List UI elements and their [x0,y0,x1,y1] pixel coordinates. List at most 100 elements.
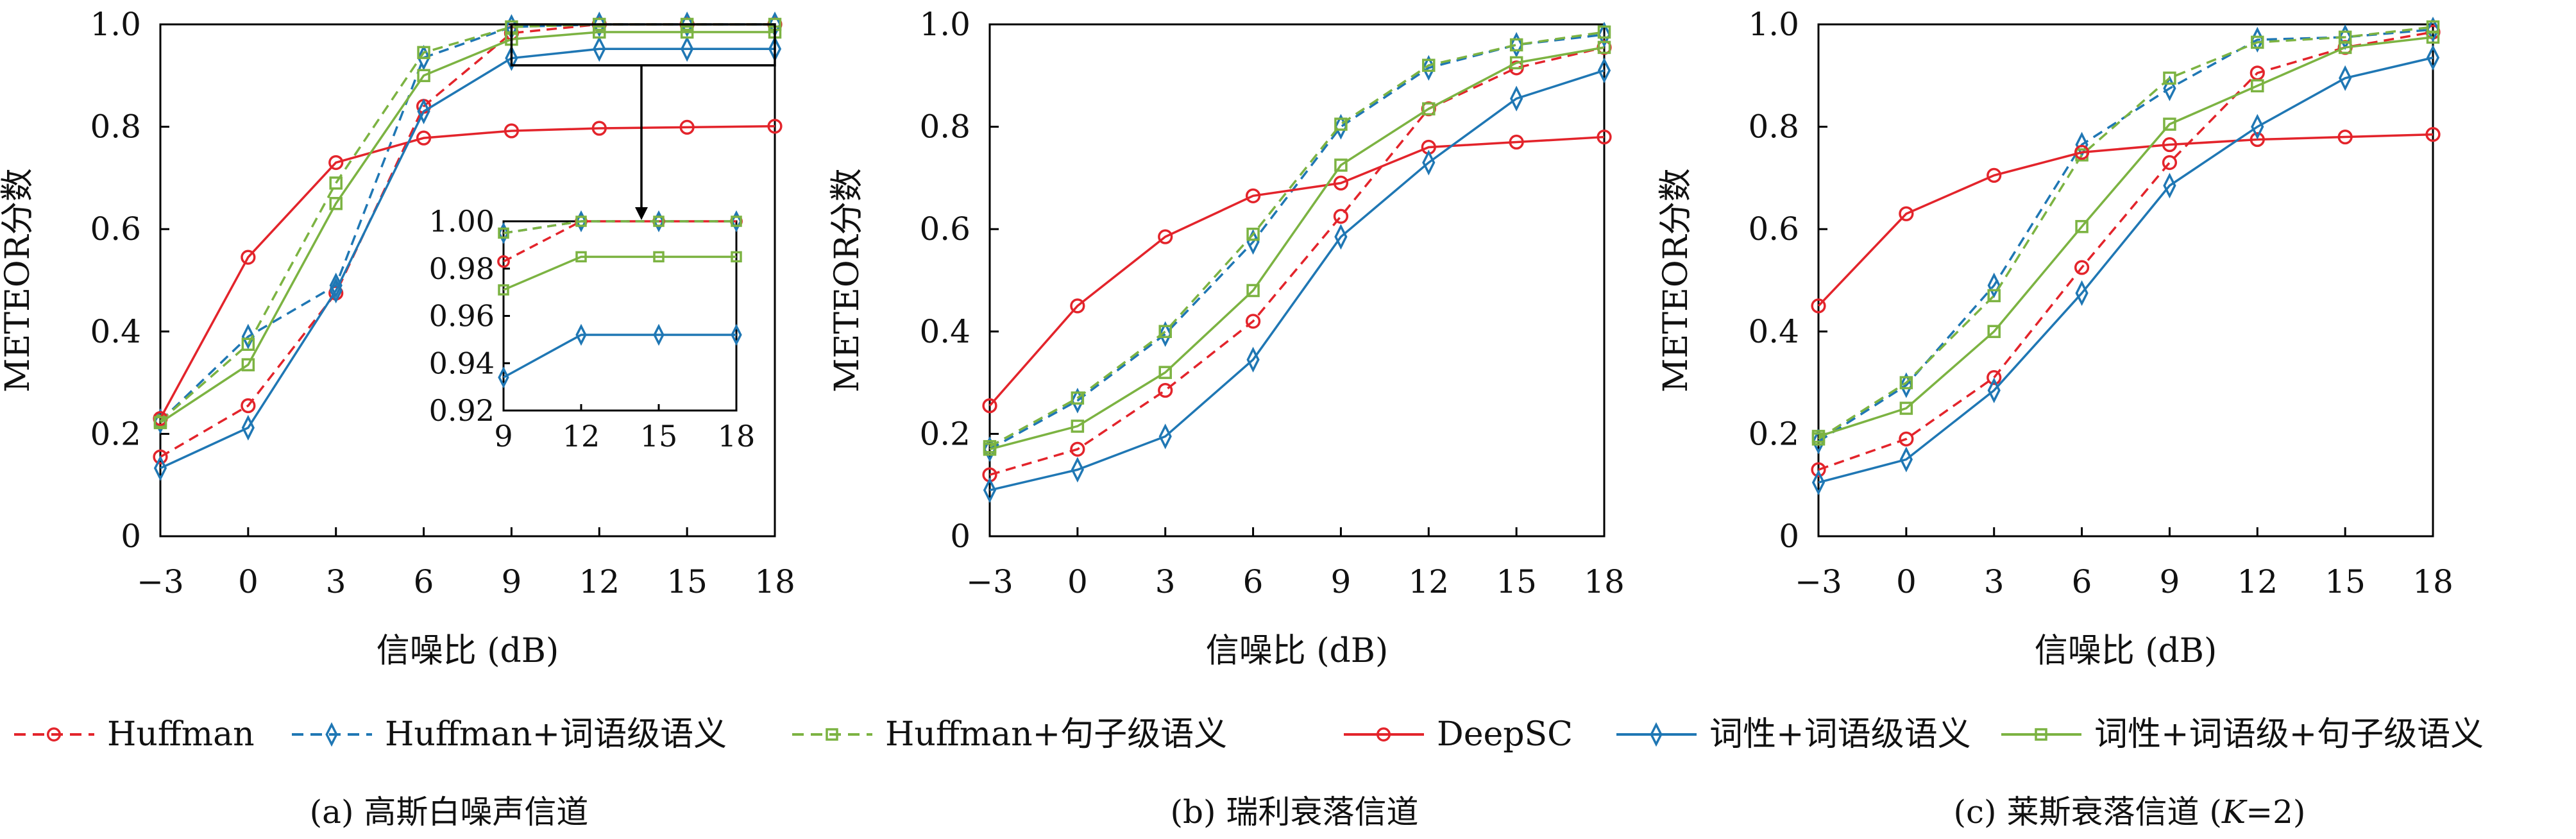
inset-point-pos-word-sent [498,284,509,296]
x-tick-label: 6 [1243,563,1264,600]
point-deepsc [328,155,344,171]
series-line-huffman-word [989,33,1605,450]
point-deepsc [1987,167,2002,183]
panel-b-caption: (b) 瑞利衰落信道 [1171,793,1419,831]
inset-point-huffman-sent [731,216,742,227]
panel-c-caption-tail: =2) [2246,793,2305,831]
inset-point-huffman-sent [498,227,509,239]
point-pos-word-sent [329,197,343,210]
inset-x-tick-label: 18 [718,419,756,453]
point-pos-word-sent [2251,79,2264,93]
inset-y-tick-label: 0.92 [429,393,495,428]
x-tick-label: 12 [579,563,620,600]
point-huffman [1899,431,1914,446]
point-pos-word [1597,57,1611,83]
inset-frame [502,220,738,412]
inset-point-pos-word [731,323,742,346]
point-pos-word-sent [1422,102,1436,115]
point-huffman-sent [1987,289,2001,303]
inset-x-tick-label: 15 [640,419,678,453]
series-line-pos-word [989,69,1605,491]
point-huffman-sent [1071,391,1085,405]
y-tick-label: 1.0 [1748,6,1799,43]
point-pos-word [329,277,343,303]
point-huffman [1245,314,1261,329]
point-deepsc [1899,206,1914,221]
x-tick-label: 12 [2237,563,2278,600]
legend: Huffman Huffman+词语级语义 Huffman+句子级语义 DeepSC 词… [14,715,2484,754]
point-pos-word [983,477,997,504]
series-line-pos-word [1818,56,2434,484]
point-huffman-word [1597,21,1611,47]
inset-point-huffman-word [731,210,742,233]
x-tick-label: 0 [238,563,258,600]
point-huffman-sent [1246,227,1260,241]
panel-a-caption: (a) 高斯白噪声信道 [310,793,589,831]
inset-y-tick-label: 0.98 [429,251,495,286]
point-deepsc [982,398,997,414]
legend-label-huffman-word: Huffman+词语级语义 [385,715,727,754]
y-tick-label: 0 [950,518,970,555]
point-huffman-word [2163,75,2176,101]
y-tick-label: 0 [1779,518,1799,555]
x-tick-label: 15 [1496,563,1537,600]
point-huffman-word [1510,31,1523,58]
point-huffman-word [1071,387,1084,414]
point-pos-word-sent [2075,219,2089,233]
y-tick-label: 0.2 [1748,415,1799,452]
point-deepsc [504,123,520,139]
point-deepsc [1509,134,1524,150]
y-tick-label: 0.6 [1748,210,1799,248]
y-tick-label: 0.8 [1748,108,1799,146]
x-tick-label: 15 [666,563,708,600]
point-pos-word [153,455,167,481]
point-pos-word-sent [1071,419,1085,433]
legend-label-deepsc: DeepSC [1437,715,1573,754]
inset-point-pos-word [575,323,587,346]
x-axis-label: 信噪比 (dB) [1206,632,1389,670]
point-pos-word-sent [2163,117,2176,131]
point-huffman-sent [241,337,255,351]
point-huffman-word [1158,321,1172,347]
plot-frame [159,23,776,538]
y-axis-label: METEOR分数 [1657,168,1695,393]
x-tick-label: 18 [1584,563,1625,600]
panel-b: −3 0 3 6 9 12 15 18 0 0.2 0.4 0.6 0.8 1.0 信噪比 (dB) METE… [828,6,1625,831]
point-huffman-word [1811,428,1826,455]
point-pos-word-sent [1987,325,2001,339]
x-tick-label: −3 [966,563,1013,600]
point-pos-word [505,45,518,71]
legend-marker-huffman-sent [826,728,838,741]
y-tick-label: 0.6 [919,210,970,248]
series-line-deepsc [988,135,1605,407]
point-huffman [153,449,168,464]
inset-point-pos-word-sent [731,251,742,263]
point-huffman-word [681,11,694,38]
x-tick-label: −3 [137,563,184,600]
point-huffman-word [241,323,255,350]
point-huffman-sent [2251,35,2264,49]
x-tick-label: 18 [2412,563,2453,600]
point-pos-word-sent [2426,30,2440,44]
legend-marker-pos-word-sent [2035,728,2047,741]
point-huffman-word [593,11,606,38]
x-axis-label: 信噪比 (dB) [377,632,559,670]
point-huffman-sent [1422,58,1436,72]
y-axis-label: METEOR分数 [828,168,867,393]
point-huffman-word [1899,372,1913,398]
point-huffman-sent [1899,376,1913,389]
point-deepsc [2337,129,2353,145]
series-line-huffman-sent [989,31,1605,448]
point-deepsc [2074,144,2090,160]
inset-point-huffman [497,255,510,268]
series-line-pos-word-sent [160,31,775,424]
point-pos-word-sent [1158,366,1172,379]
x-tick-label: 18 [754,563,795,600]
panel-c-caption-k: K [2221,793,2248,831]
inset-y-tick-label: 0.94 [429,346,495,380]
inset-x-tick-label: 12 [563,419,600,453]
inset-point-huffman-word [653,210,665,233]
point-huffman [2162,155,2178,171]
point-huffman-sent [1597,25,1611,39]
inset-point-pos-word [498,366,509,389]
